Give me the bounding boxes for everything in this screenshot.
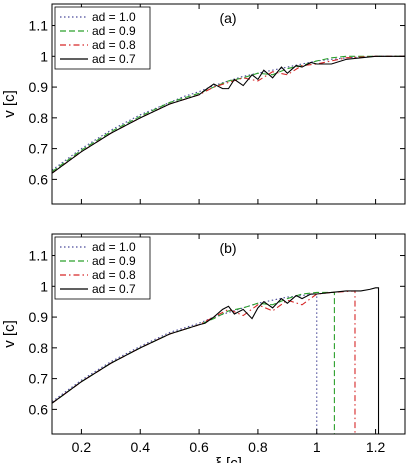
y-tick-label: 0.6	[29, 171, 49, 187]
y-tick-label: 0.8	[29, 110, 49, 126]
plot-frame	[51, 233, 406, 435]
y-tick-label: 0.8	[29, 340, 49, 356]
x-tick-label: 0.2	[72, 439, 92, 455]
series-line-3	[52, 290, 356, 434]
y-tick-label: 1.1	[29, 18, 49, 34]
x-tick-label: 0.4	[131, 439, 151, 455]
x-tick-label: 0.8	[248, 439, 268, 455]
panel-label: (a)	[219, 10, 236, 26]
legend-entry: ad = 1.0	[92, 10, 136, 24]
x-tick-label: 0.6	[189, 439, 209, 455]
legend-entry: ad = 1.0	[92, 240, 136, 254]
legend-entry: ad = 0.9	[92, 24, 136, 38]
y-tick-label: 1	[40, 278, 48, 294]
y-tick-label: 0.7	[29, 141, 49, 157]
legend-entry: ad = 0.7	[92, 52, 136, 66]
y-tick-label: 0.9	[29, 79, 49, 95]
legend-entry: ad = 0.7	[92, 282, 136, 296]
panel-label: (b)	[219, 240, 236, 256]
series-line-4	[52, 287, 380, 434]
series-line-2	[52, 55, 405, 173]
panel-a: 0.6 0.7 0.8 0.9 1 1.1 v [c] (a) ad = 1.0ad = 0.9…	[1, 3, 406, 205]
legend: ad = 1.0ad = 0.9ad = 0.8ad = 0.7	[54, 236, 151, 300]
series-line-4	[52, 55, 405, 174]
legend-entry: ad = 0.8	[92, 38, 136, 52]
y-tick-label: 1	[40, 48, 48, 64]
series-line-1	[52, 55, 405, 171]
legend: ad = 1.0ad = 0.9ad = 0.8ad = 0.7	[54, 6, 151, 70]
y-axis-label: v [c]	[1, 320, 18, 348]
x-tick-label: 1.2	[366, 439, 386, 455]
x-axis-label: ξ [c]	[215, 455, 242, 463]
y-axis-label: v [c]	[1, 90, 18, 118]
y-tick-label: 0.7	[29, 371, 49, 387]
series-line-3	[52, 55, 405, 174]
series-line-2	[52, 291, 335, 434]
x-tick-label: 1	[313, 439, 321, 455]
legend-entry: ad = 0.9	[92, 254, 136, 268]
y-tick-label: 0.6	[29, 401, 49, 417]
series-line-1	[52, 293, 318, 434]
y-tick-label: 0.9	[29, 309, 49, 325]
plot-frame	[51, 3, 406, 205]
panel-b: 0.6 0.7 0.8 0.9 1 1.1 0.2 0.4 0.6 0.8 1 1.2 v [c] ξ […	[1, 233, 406, 463]
y-tick-label: 1.1	[29, 248, 49, 264]
legend-entry: ad = 0.8	[92, 268, 136, 282]
